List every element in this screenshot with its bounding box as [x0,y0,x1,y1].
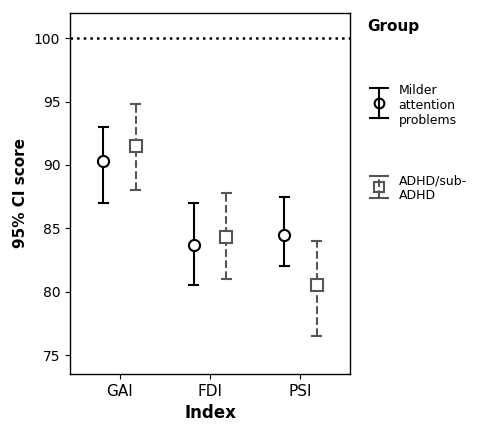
Y-axis label: 95% CI score: 95% CI score [14,138,28,249]
X-axis label: Index: Index [184,404,236,422]
Text: Group: Group [368,19,420,34]
Text: ADHD/sub-
ADHD: ADHD/sub- ADHD [398,174,466,202]
Text: Milder
attention
problems: Milder attention problems [398,84,456,127]
